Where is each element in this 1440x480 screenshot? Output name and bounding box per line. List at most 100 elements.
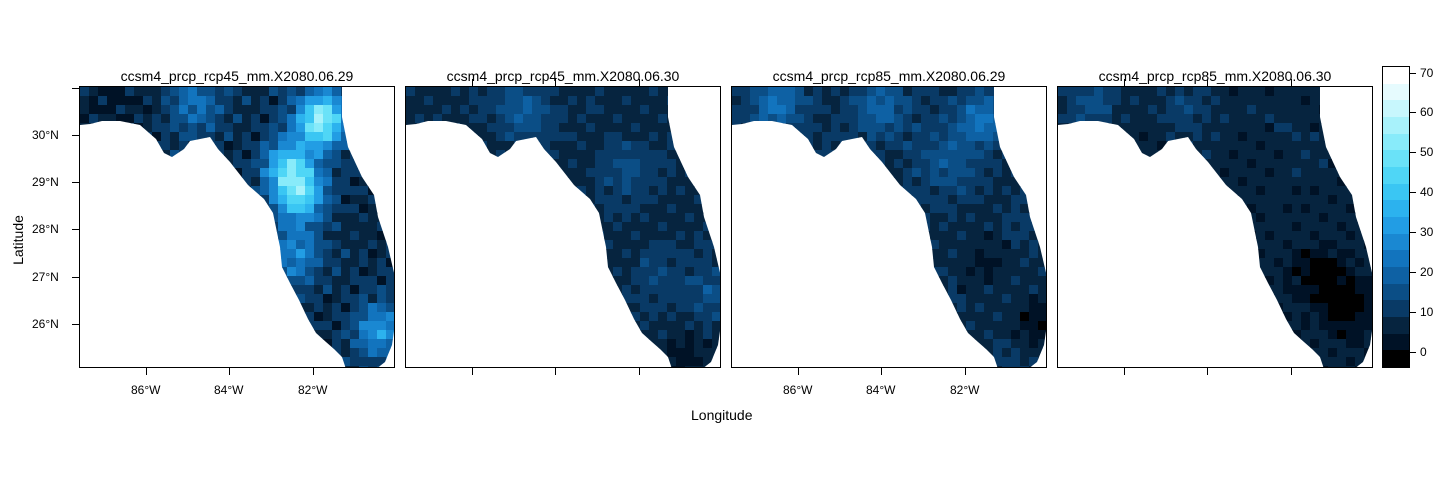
precip-cell: [415, 141, 425, 151]
precip-cell: [577, 312, 587, 322]
precip-cell: [487, 204, 497, 214]
x-tick: [313, 368, 314, 375]
precip-cell: [768, 267, 778, 277]
precip-cell: [1139, 240, 1149, 250]
precip-cell: [1103, 105, 1113, 115]
precip-cell: [215, 222, 225, 232]
precip-cell: [1139, 105, 1149, 115]
precip-cell: [1337, 159, 1347, 169]
precip-cell: [260, 141, 270, 151]
precip-cell: [930, 285, 940, 295]
precip-cell: [1020, 348, 1030, 358]
precip-cell: [948, 357, 958, 367]
precip-cell: [568, 150, 578, 160]
precip-cell: [921, 105, 931, 115]
precip-cell: [885, 186, 895, 196]
precip-cell: [732, 321, 742, 331]
precip-cell: [703, 159, 713, 169]
precip-cell: [804, 285, 814, 295]
map-panel[interactable]: [405, 86, 721, 368]
precip-cell: [1130, 150, 1140, 160]
precip-cell: [1238, 249, 1248, 259]
precip-cell: [1139, 177, 1149, 187]
colorbar-tick: [1410, 312, 1416, 313]
precip-cell: [550, 114, 560, 124]
precip-cell: [451, 168, 461, 178]
panel-title: ccsm4_prcp_rcp45_mm.X2080.06.29: [120, 68, 354, 84]
precip-cell: [442, 168, 452, 178]
precip-cell: [1020, 123, 1030, 133]
precip-cell: [89, 96, 99, 106]
precip-cell: [1002, 321, 1012, 331]
map-panel[interactable]: [731, 86, 1047, 368]
precip-cell: [541, 321, 551, 331]
precip-cell: [1130, 285, 1140, 295]
precip-cell: [424, 186, 434, 196]
precip-cell: [741, 330, 751, 340]
precip-cell: [350, 114, 360, 124]
precip-cell: [667, 96, 677, 106]
precip-cell: [903, 321, 913, 331]
precip-cell: [894, 348, 904, 358]
precip-cell: [984, 132, 994, 142]
precip-cell: [613, 177, 623, 187]
precip-cell: [840, 294, 850, 304]
precip-cell: [1292, 321, 1302, 331]
map-panel[interactable]: [79, 86, 395, 368]
precip-cell: [1328, 249, 1338, 259]
precip-cell: [1130, 132, 1140, 142]
precip-cell: [478, 249, 488, 259]
precip-cell: [604, 222, 614, 232]
precip-cell: [703, 339, 713, 349]
precip-cell: [116, 195, 126, 205]
precip-cell: [251, 105, 261, 115]
precip-cell: [712, 87, 720, 97]
precip-cell: [1256, 366, 1266, 367]
precip-cell: [1256, 213, 1266, 223]
precip-cell: [604, 294, 614, 304]
precip-cell: [658, 357, 668, 367]
precip-cell: [975, 96, 985, 106]
precip-cell: [912, 231, 922, 241]
precip-cell: [712, 159, 720, 169]
precip-cell: [242, 303, 252, 313]
precip-cell: [876, 141, 886, 151]
precip-cell: [541, 168, 551, 178]
precip-cell: [1247, 366, 1257, 367]
precip-cell: [957, 222, 967, 232]
precip-cell: [703, 141, 713, 151]
precip-cell: [1067, 231, 1077, 241]
precip-cell: [89, 249, 99, 259]
precip-cell: [514, 366, 524, 367]
precip-cell: [577, 348, 587, 358]
precip-cell: [415, 294, 425, 304]
precip-cell: [359, 321, 369, 331]
precip-cell: [1029, 105, 1039, 115]
precip-cell: [1139, 213, 1149, 223]
precip-cell: [804, 321, 814, 331]
precip-cell: [260, 339, 270, 349]
precip-cell: [595, 141, 605, 151]
map-panel[interactable]: [1057, 86, 1373, 368]
colorbar-tick: [1410, 272, 1416, 273]
precip-cell: [921, 141, 931, 151]
precip-cell: [795, 276, 805, 286]
precip-cell: [89, 357, 99, 367]
precip-cell: [786, 132, 796, 142]
precip-cell: [1166, 357, 1176, 367]
precip-cell: [287, 249, 297, 259]
precip-cell: [1020, 213, 1030, 223]
precip-cell: [161, 195, 171, 205]
precip-cell: [424, 240, 434, 250]
precip-cell: [314, 267, 324, 277]
precip-cell: [1148, 276, 1158, 286]
precip-cell: [1130, 222, 1140, 232]
precip-cell: [1020, 330, 1030, 340]
precip-cell: [1355, 348, 1365, 358]
precip-cell: [314, 294, 324, 304]
precip-cell: [341, 87, 351, 97]
precip-cell: [631, 204, 641, 214]
precip-cell: [424, 114, 434, 124]
precip-cell: [161, 105, 171, 115]
precip-cell: [287, 240, 297, 250]
